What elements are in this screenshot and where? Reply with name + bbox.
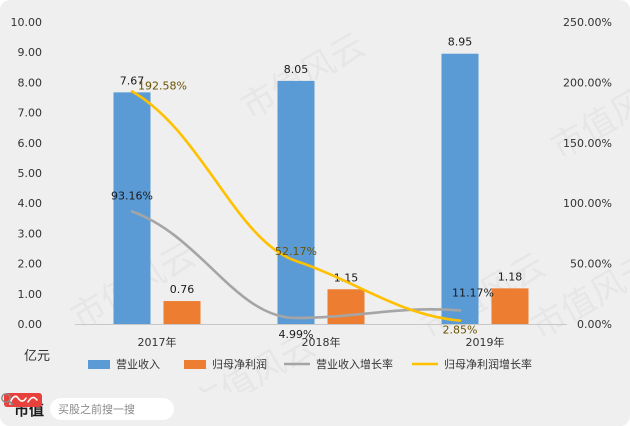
brand: 市值 [4, 393, 44, 420]
bar-net-profit [491, 288, 529, 324]
y-left-tick-label: 8.00 [18, 76, 43, 89]
line-profit-growth [130, 90, 462, 322]
y-left-tick-label: 10.00 [11, 16, 43, 29]
bar-data-label: 1.18 [498, 270, 523, 283]
y-right-tick-label: 50.00% [570, 258, 612, 271]
search-box[interactable]: 买股之前搜一搜 [1, 393, 175, 420]
x-tick-label: 2017年 [138, 335, 177, 349]
y-left-tick-label: 6.00 [18, 137, 43, 150]
y-left-tick-label: 9.00 [18, 46, 43, 59]
bar-data-label: 0.76 [170, 283, 195, 296]
bar-data-label: 8.95 [448, 36, 473, 49]
bar-data-label: 8.05 [284, 63, 309, 76]
line-data-label: 11.17% [452, 287, 494, 300]
legend-label: 归母净利润增长率 [444, 357, 532, 371]
bar-net-profit [163, 301, 201, 324]
y-left-tick-label: 5.00 [18, 167, 43, 180]
bar-data-label: 1.15 [334, 271, 359, 284]
search-icon [1, 393, 14, 406]
y-right-tick-label: 100.00% [563, 197, 612, 210]
line-data-label: 4.99% [279, 328, 314, 341]
x-tick-label: 2019年 [466, 335, 505, 349]
line-data-label: 93.16% [111, 189, 153, 202]
y-left-tick-label: 7.00 [18, 107, 43, 120]
bar-data-label: 7.67 [120, 74, 145, 87]
chart-svg: 市值风云市值风云市值风云市值风云市值风云市值风云0.001.002.003.00… [11, 16, 613, 371]
y-right-tick-label: 250.00% [563, 16, 612, 29]
line-data-label: 192.58% [138, 79, 187, 92]
bar-revenue [113, 92, 151, 324]
legend-label: 归母净利润 [212, 357, 267, 371]
legend-swatch [88, 360, 110, 369]
y-right-tick-label: 0.00% [577, 318, 612, 331]
y-right-tick-label: 200.00% [563, 76, 612, 89]
legend-swatch [184, 360, 206, 369]
fengyun-logo-icon [4, 393, 42, 407]
line-data-label: 52.17% [275, 245, 317, 258]
y-left-tick-label: 3.00 [18, 227, 43, 240]
bar-revenue [277, 80, 315, 324]
footer-bar: 市值 买股之前搜一搜 [0, 392, 630, 426]
x-tick-label: 2018年 [302, 335, 341, 349]
bar-revenue [441, 53, 479, 325]
search-placeholder: 买股之前搜一搜 [58, 403, 136, 416]
legend-label: 营业收入 [116, 357, 160, 371]
y-left-tick-label: 4.00 [18, 197, 43, 210]
line-data-label: 2.85% [443, 324, 478, 337]
y-right-tick-label: 150.00% [563, 137, 612, 150]
legend-label: 营业收入增长率 [316, 357, 393, 371]
bar-net-profit [327, 289, 365, 324]
y-left-tick-label: 2.00 [18, 258, 43, 271]
y-left-tick-label: 0.00 [18, 318, 43, 331]
y-unit-label: 亿元 [24, 349, 50, 364]
line-revenue-growth [130, 210, 462, 320]
y-left-tick-label: 1.00 [18, 288, 43, 301]
